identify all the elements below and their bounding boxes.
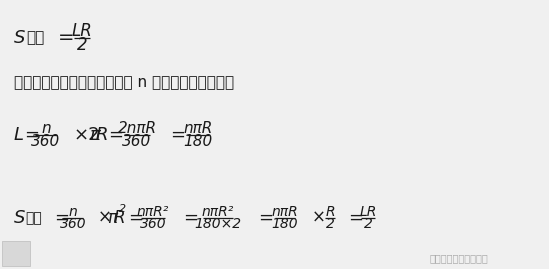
Text: π: π [89, 126, 100, 144]
Text: =: = [108, 126, 123, 144]
Text: n: n [69, 205, 77, 219]
Text: nπR: nπR [183, 121, 212, 136]
Text: =: = [170, 126, 185, 144]
Text: 180×2: 180×2 [194, 217, 242, 231]
Text: R: R [96, 126, 109, 144]
Text: 2: 2 [363, 217, 372, 231]
Text: 扇形: 扇形 [26, 30, 44, 45]
Text: ×2: ×2 [74, 126, 100, 144]
Text: 2: 2 [326, 217, 334, 231]
Text: LR: LR [359, 205, 377, 219]
Text: 360: 360 [31, 134, 60, 149]
Text: R: R [325, 205, 335, 219]
Text: 扇形面积的计算公式推导：设 n 是扇形圆心角，那么: 扇形面积的计算公式推导：设 n 是扇形圆心角，那么 [14, 76, 234, 90]
Text: =: = [54, 209, 69, 227]
Text: LR: LR [71, 22, 92, 40]
Text: S: S [14, 29, 25, 47]
Text: L: L [14, 126, 24, 144]
Text: n: n [41, 121, 51, 136]
Text: nπR²: nπR² [202, 205, 234, 219]
Text: ×: × [312, 209, 326, 227]
Text: S: S [14, 209, 25, 227]
Text: R: R [114, 209, 126, 227]
Text: 张家口荀叶华海量阅读: 张家口荀叶华海量阅读 [430, 253, 489, 263]
Text: 2nπR: 2nπR [117, 121, 156, 136]
Text: =: = [24, 126, 39, 144]
Text: 扇形: 扇形 [25, 211, 42, 225]
Text: =: = [128, 209, 143, 227]
Text: 360: 360 [122, 134, 152, 149]
Text: 180: 180 [272, 217, 298, 231]
Text: nπR²: nπR² [137, 205, 169, 219]
Bar [2, 241, 30, 266]
Text: nπR: nπR [272, 205, 298, 219]
Text: =: = [183, 209, 198, 227]
Text: 2: 2 [77, 36, 87, 54]
Text: =: = [348, 209, 363, 227]
Text: ×: × [98, 209, 112, 227]
Text: 180: 180 [183, 134, 212, 149]
Text: π: π [107, 209, 117, 227]
Text: =: = [258, 209, 273, 227]
Text: 360: 360 [60, 217, 86, 231]
Text: 360: 360 [139, 217, 166, 231]
Text: =: = [58, 29, 75, 48]
Text: 2: 2 [119, 204, 126, 214]
